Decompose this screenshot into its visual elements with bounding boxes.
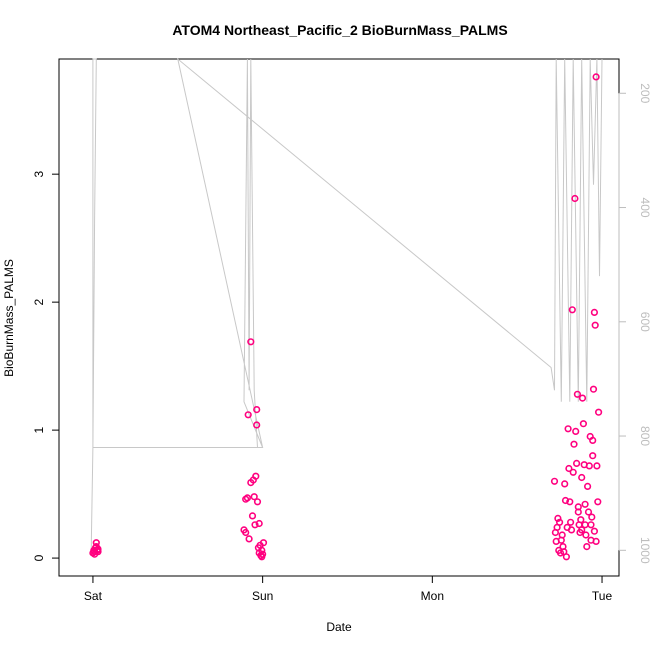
- data-point: [251, 521, 259, 529]
- data-point: [250, 493, 258, 501]
- y-tick-label: 3: [32, 171, 46, 178]
- y-tick-label: 1: [32, 426, 46, 433]
- x-tick-label: Sun: [252, 589, 273, 603]
- data-point: [579, 420, 588, 428]
- data-point: [556, 549, 565, 557]
- data-point: [252, 472, 260, 480]
- x-tick-label: Mon: [421, 589, 444, 603]
- data-point: [578, 526, 586, 534]
- data-point: [243, 494, 251, 502]
- data-point: [589, 385, 598, 393]
- x-tick-label: Tue: [592, 589, 613, 603]
- data-point: [585, 462, 593, 470]
- data-point: [568, 306, 576, 314]
- data-point: [590, 527, 599, 535]
- data-point: [255, 519, 263, 528]
- line-layer: [90, 57, 603, 551]
- plot-frame: [58, 58, 620, 577]
- y-right-tick-label: 800: [638, 426, 650, 446]
- data-point: [566, 498, 574, 506]
- data-point: [581, 500, 589, 508]
- data-point: [569, 468, 577, 476]
- x-axis-label: Date: [326, 620, 352, 634]
- y-right-tick-label: 400: [638, 198, 650, 218]
- data-point: [94, 545, 102, 553]
- data-point: [562, 553, 571, 561]
- data-point: [582, 531, 590, 539]
- data-point: [555, 518, 564, 526]
- data-point: [573, 390, 582, 398]
- y-right-tick-label: 200: [638, 83, 650, 103]
- data-point: [253, 406, 261, 414]
- data-point: [590, 308, 599, 317]
- data-point: [572, 459, 581, 468]
- data-point: [253, 421, 261, 429]
- data-point: [594, 408, 603, 416]
- x-axis: Sat Sun Mon Tue: [84, 575, 613, 603]
- data-point: [550, 477, 559, 485]
- data-point: [247, 338, 255, 346]
- data-point: [570, 440, 578, 448]
- data-point: [566, 518, 575, 526]
- data-point: [259, 539, 268, 547]
- y-tick-label: 2: [32, 298, 46, 305]
- data-point: [578, 394, 587, 402]
- data-point: [253, 498, 262, 506]
- data-point: [92, 539, 100, 547]
- data-point: [592, 73, 600, 81]
- data-point: [589, 436, 597, 445]
- data-point: [577, 516, 585, 524]
- y-axis: 0 1 2 3: [32, 171, 60, 561]
- y-right-tick-label: 600: [638, 312, 650, 332]
- data-point: [245, 535, 253, 543]
- data-point: [564, 425, 572, 433]
- y-axis-right: 200 400 600 800 1000: [618, 83, 650, 564]
- data-point: [90, 550, 99, 558]
- data-point: [583, 542, 591, 551]
- data-point: [588, 513, 596, 521]
- y-right-tick-label: 1000: [638, 537, 650, 564]
- data-point: [242, 528, 250, 537]
- data-point: [574, 508, 582, 516]
- data-point: [255, 549, 263, 557]
- x-tick-label: Sat: [84, 589, 103, 603]
- data-point: [561, 480, 569, 488]
- data-point: [565, 464, 573, 473]
- data-point: [578, 473, 586, 482]
- data-point: [567, 526, 576, 534]
- data-point: [244, 411, 252, 419]
- data-point: [584, 508, 593, 516]
- data-point: [593, 462, 601, 470]
- data-point: [572, 427, 580, 436]
- data-point: [554, 514, 562, 523]
- data-point: [583, 482, 592, 491]
- y-axis-label: BioBurnMass_PALMS: [2, 259, 16, 377]
- data-point: [248, 512, 257, 520]
- data-point: [558, 531, 566, 539]
- y-tick-label: 0: [32, 554, 46, 561]
- data-point: [561, 496, 570, 505]
- data-point: [591, 321, 599, 329]
- data-point: [587, 521, 595, 529]
- data-point: [594, 498, 602, 506]
- data-point: [589, 452, 597, 460]
- chart-title: ATOM4 Northeast_Pacific_2 BioBurnMass_PA…: [172, 22, 507, 38]
- data-point: [587, 536, 595, 544]
- series-line-1: [90, 57, 603, 551]
- data-point: [571, 194, 579, 203]
- point-layer: [89, 73, 603, 561]
